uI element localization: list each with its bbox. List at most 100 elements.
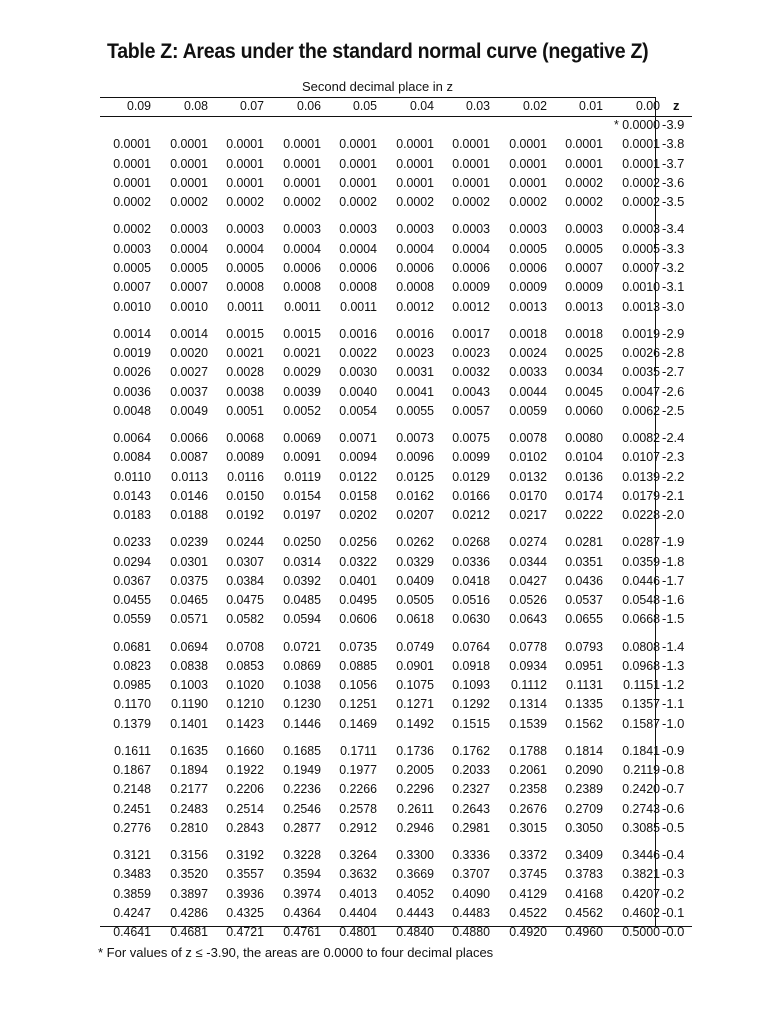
table-cell: 0.0001 [452,136,490,152]
table-cell: 0.2877 [282,820,321,835]
table-cell: 0.0051 [226,402,264,418]
table-cell: 0.0012 [452,298,490,314]
table-cell: 0.2743 [621,800,660,816]
table-cell: 0.3483 [113,866,151,882]
table-cell: 0.0016 [339,325,377,341]
table-cell: 0.0047 [621,383,660,399]
table-cell: 0.0116 [227,468,264,484]
table-cell: 0.0934 [508,657,547,673]
table-cell: 0.3974 [282,885,321,901]
z-value: -2.2 [662,468,685,484]
z-value: -1.6 [662,592,685,608]
table-cell: 0.0003 [452,221,490,237]
table-cell: 0.3121 [113,847,151,863]
table-cell: 0.0071 [339,429,377,445]
table-cell: 0.0007 [621,259,660,275]
table-cell: 0.0154 [282,487,321,503]
z-value: -0.0 [662,924,685,940]
table-cell: 0.1711 [340,742,377,758]
table-cell: 0.0010 [621,279,660,295]
table-cell: 0.2676 [508,800,547,816]
table-cell: 0.0001 [113,155,151,171]
table-cell: 0.0122 [339,468,377,484]
table-cell: 0.2389 [565,781,603,797]
table-cell: 0.0008 [226,279,264,295]
table-cell: 0.4168 [565,885,603,901]
table-cell: 0.0015 [226,325,264,341]
table-cell: 0.0028 [226,364,264,380]
table-cell: 0.0022 [339,344,377,360]
z-value: -1.4 [662,638,685,654]
table-cell: 0.0239 [169,534,208,550]
table-cell: 0.0078 [508,429,547,445]
table-cell: 0.0107 [621,449,660,465]
table-cell: 0.0179 [621,487,660,503]
z-value: -3.0 [662,298,685,314]
table-cell: 0.0005 [565,240,603,256]
table-cell: 0.0005 [169,259,208,275]
table-cell: 0.0001 [282,136,321,152]
table-cell: 0.0146 [169,487,208,503]
table-cell: 0.3015 [508,820,547,835]
table-cell: 0.1562 [565,715,603,731]
table-cell: 0.4207 [621,885,660,901]
table-cell: 0.0853 [226,657,264,673]
table-cell: 0.0080 [565,429,603,445]
table-cell: 0.4801 [339,924,377,940]
table-cell: 0.2296 [395,781,434,797]
table-cell: 0.0001 [113,174,151,190]
z-value: -2.9 [662,325,685,341]
column-header: 0.08 [183,98,208,113]
table-cell: 0.0951 [565,657,603,673]
table-cell: 0.0002 [565,174,603,190]
table-cell: 0.0136 [565,468,603,484]
table-cell: 0.1112 [510,677,547,693]
table-cell: 0.1446 [282,715,321,731]
table-cell: 0.0002 [395,194,434,210]
z-value: -3.3 [662,240,685,256]
table-cell: 0.0024 [508,344,547,360]
table-cell: 0.0005 [226,259,264,275]
table-cell: 0.0002 [621,174,660,190]
table-cell: 0.0143 [113,487,151,503]
table-cell: 0.0030 [339,364,377,380]
table-cell: 0.3936 [226,885,264,901]
table-cell: 0.4562 [565,905,603,920]
page-title: Table Z: Areas under the standard normal… [107,40,649,63]
z-value: -0.7 [662,781,685,797]
table-cell: 0.2946 [395,820,434,835]
table-cell: 0.4960 [565,924,603,940]
table-cell: 0.1251 [339,696,377,712]
table-cell: 0.0002 [113,194,151,210]
table-cell: 0.0087 [169,449,208,465]
table-cell: 0.4443 [395,905,434,920]
table-cell: 0.1539 [508,715,547,731]
table-cell: 0.0037 [169,383,208,399]
table-cell: 0.1020 [226,677,264,693]
table-cell: 0.0001 [621,155,660,171]
table-cell: 0.0003 [282,221,321,237]
table-cell: 0.0192 [226,507,264,523]
table-cell: 0.2810 [169,820,208,835]
table-cell: 0.0018 [508,325,547,341]
table-cell: 0.0985 [113,677,151,693]
table-cell: 0.0002 [226,194,264,210]
table-cell: 0.3707 [452,866,490,882]
table-cell: 0.0384 [226,572,264,588]
table-cell: 0.3783 [565,866,603,882]
table-cell: 0.0001 [565,155,603,171]
z-column-header: z [673,98,680,113]
table-cell: 0.0023 [395,344,434,360]
table-cell: 0.0019 [621,325,660,341]
table-cell: 0.2546 [282,800,321,816]
table-cell: 0.0013 [565,298,603,314]
table-cell: 0.0287 [621,534,660,550]
table-cell: 0.0062 [621,402,660,418]
table-cell: 0.0582 [226,611,264,627]
table-cell: 0.0359 [621,553,660,569]
table-cell: 0.1003 [169,677,208,693]
table-cell: 0.0045 [565,383,603,399]
table-cell: 0.0004 [169,240,208,256]
table-cell: 0.1151 [622,677,660,693]
table-cell: 0.0901 [395,657,434,673]
